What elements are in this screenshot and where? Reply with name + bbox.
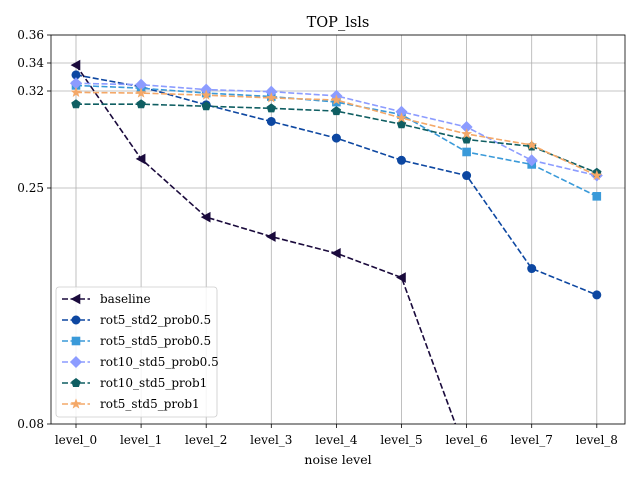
data-point (592, 290, 602, 300)
data-point (592, 192, 602, 201)
data-point (396, 112, 407, 123)
data-point (266, 103, 277, 113)
data-point (330, 247, 341, 259)
legend-marker (71, 378, 81, 388)
data-point (396, 119, 407, 129)
legend-box (55, 286, 218, 418)
x-tick-label: level_0 (55, 433, 97, 447)
data-point (591, 169, 603, 181)
data-point (396, 272, 406, 283)
legend-label: baseline (100, 292, 151, 306)
data-point (70, 86, 82, 97)
data-point (331, 133, 341, 143)
data-point (135, 153, 146, 165)
y-tick-label: 0.08 (17, 417, 44, 431)
x-tick-label: level_7 (511, 433, 553, 447)
legend-marker (71, 315, 81, 325)
plot-frame (50, 34, 626, 425)
data-point (266, 116, 276, 126)
data-point (265, 231, 276, 242)
legend-label: rot5_std5_prob1 (100, 397, 200, 411)
x-tick-label: level_5 (380, 433, 422, 447)
data-point (135, 87, 147, 98)
data-point (331, 106, 342, 116)
x-axis-label: noise level (304, 452, 371, 467)
data-point (527, 264, 537, 274)
legend-item: rot5_std5_prob0.5 (62, 334, 211, 348)
data-point (200, 211, 211, 223)
series-rot5_std2_prob0.5 (71, 70, 602, 300)
legend-marker (70, 398, 82, 409)
series-rot10_std5_prob1 (71, 99, 602, 177)
legend-label: rot5_std2_prob0.5 (100, 313, 211, 327)
y-tick-label: 0.34 (17, 56, 44, 70)
x-tick-label: level_8 (576, 433, 618, 447)
legend-label: rot5_std5_prob0.5 (100, 334, 211, 348)
data-point (462, 147, 471, 157)
data-point (526, 139, 538, 150)
legend-item: rot5_std2_prob0.5 (62, 313, 211, 327)
data-point (265, 92, 277, 103)
data-point (201, 101, 211, 111)
data-point (461, 128, 472, 139)
legend-marker (70, 293, 81, 305)
data-point (71, 99, 81, 109)
series-baseline (70, 59, 457, 424)
data-point (525, 154, 538, 167)
data-point (396, 155, 406, 165)
y-tick-label: 0.25 (17, 181, 44, 195)
data-point (462, 171, 472, 181)
data-point (70, 59, 81, 71)
x-tick-label: level_1 (120, 433, 162, 447)
legend-marker (69, 355, 83, 369)
x-tick-label: level_4 (315, 433, 358, 447)
y-tick-label: 0.32 (17, 84, 44, 98)
x-tick-label: level_2 (185, 433, 227, 447)
series-layer (69, 59, 603, 424)
legend-item: baseline (62, 292, 151, 306)
data-point (200, 89, 212, 100)
series-rot5_std5_prob1 (70, 86, 603, 181)
y-tick-label: 0.36 (17, 28, 44, 42)
legend-label: rot10_std5_prob1 (100, 376, 207, 390)
chart-title: TOP_lsls (307, 15, 370, 31)
legend-item: rot10_std5_prob1 (62, 376, 207, 390)
legend-label: rot10_std5_prob0.5 (100, 355, 219, 369)
x-ticks: level_0 level_1 level_2 level_3 level_4 level… (55, 424, 618, 447)
legend: baseline rot5_std2_prob0.5 rot5_std5_prob0… (55, 286, 219, 418)
legend-item: rot5_std5_prob1 (62, 397, 200, 411)
data-point (136, 99, 146, 109)
data-point (331, 94, 342, 105)
y-ticks: 0.08 0.25 0.32 0.34 0.36 (17, 28, 51, 431)
x-tick-label: level_6 (445, 433, 487, 447)
legend-marker (71, 336, 81, 346)
legend-item: rot10_std5_prob0.5 (62, 355, 219, 369)
x-tick-label: level_3 (250, 433, 292, 447)
